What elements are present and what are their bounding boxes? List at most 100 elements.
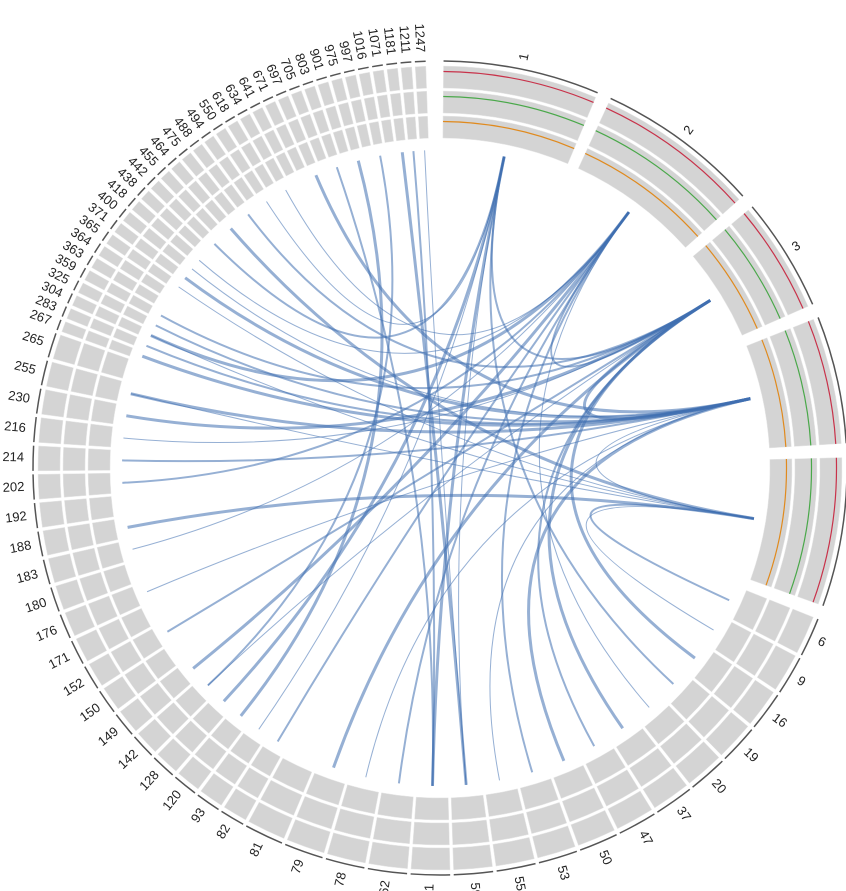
segment-arc — [133, 736, 153, 756]
segment-arc — [822, 479, 846, 607]
track-band — [341, 784, 379, 815]
track-band — [139, 682, 172, 715]
track-band — [134, 284, 159, 304]
segment: 4 — [746, 317, 846, 449]
segment-label: 61 — [421, 884, 436, 891]
track-line — [605, 107, 736, 204]
track-band — [442, 115, 577, 165]
track-band — [578, 148, 703, 248]
track-band — [746, 337, 792, 449]
track-band — [98, 618, 130, 650]
segment-label: 47 — [636, 828, 656, 848]
segment-arc — [110, 219, 118, 230]
track-band — [126, 248, 152, 271]
track-line — [595, 130, 717, 221]
track-band — [103, 676, 137, 710]
segment-arc — [56, 319, 62, 331]
segment-arc — [245, 825, 283, 844]
track-band — [532, 825, 576, 859]
track-band — [106, 234, 131, 257]
track-band — [38, 417, 64, 445]
segment-label: 255 — [13, 357, 38, 377]
track-band — [227, 120, 249, 146]
segment-arc — [146, 176, 156, 186]
track-band — [37, 473, 62, 500]
track-band — [694, 651, 733, 693]
segment-arc — [35, 388, 42, 414]
track-band — [450, 794, 487, 821]
segment: 150 — [77, 648, 177, 725]
track-band — [174, 720, 208, 753]
segment-label: 16 — [770, 710, 791, 731]
segment: 267 — [28, 306, 133, 357]
segment: 180 — [23, 564, 132, 616]
track-band — [317, 81, 335, 107]
track-band — [754, 599, 791, 642]
track-band — [588, 125, 721, 232]
track-band — [140, 273, 166, 294]
track-band — [159, 667, 191, 699]
segment: 1071 — [365, 27, 394, 143]
segment-arc — [47, 333, 57, 358]
track-band — [117, 316, 143, 335]
track-band — [688, 695, 730, 738]
track-band — [735, 633, 774, 677]
track-band — [137, 718, 172, 753]
segment-arc — [178, 148, 188, 157]
link — [222, 156, 506, 703]
track-band — [64, 498, 90, 524]
track-band — [607, 790, 653, 829]
track-band — [218, 156, 241, 181]
segment: 634 — [222, 81, 285, 182]
track-line — [807, 321, 837, 444]
track-band — [77, 282, 103, 303]
track-band — [260, 779, 303, 816]
track-band — [331, 77, 348, 103]
track-band — [442, 90, 587, 142]
track-band — [777, 608, 814, 654]
segment: 37 — [615, 728, 694, 824]
track-band — [705, 711, 749, 756]
segment: 255 — [13, 357, 122, 402]
track-band — [368, 121, 383, 146]
track-band — [750, 458, 793, 588]
segment: 62 — [367, 792, 414, 891]
link — [213, 156, 506, 339]
track-band — [418, 115, 429, 139]
segment: 53 — [519, 778, 578, 882]
segment: 901 — [306, 47, 349, 154]
track-band — [233, 176, 255, 201]
segment-arc — [289, 85, 300, 91]
track-band — [171, 161, 195, 186]
track-band — [122, 305, 148, 325]
segment-arc — [657, 788, 691, 813]
segment-arc — [343, 69, 355, 74]
segment-arc — [443, 60, 598, 94]
track-band — [66, 394, 93, 421]
track-band — [213, 191, 236, 216]
track-band — [55, 579, 85, 610]
track-band — [264, 129, 284, 155]
track-band — [756, 645, 796, 690]
segment-arc — [410, 873, 451, 876]
track-band — [312, 109, 330, 135]
track-band — [410, 846, 451, 871]
track-band — [48, 553, 77, 584]
segment-arc — [59, 614, 71, 639]
track-band — [204, 135, 227, 161]
track-band — [87, 472, 112, 496]
track-band — [286, 146, 305, 172]
track-band — [325, 105, 342, 131]
segment-label: 803 — [292, 51, 313, 76]
track-band — [156, 702, 189, 735]
track-band — [62, 473, 87, 498]
track-band — [561, 787, 604, 823]
segment-arc — [153, 757, 174, 776]
track-band — [596, 769, 639, 807]
track-band — [344, 126, 360, 151]
track-line — [765, 459, 788, 586]
segment-arc — [610, 97, 744, 197]
segment: 188 — [8, 519, 119, 557]
segment-label: 997 — [336, 39, 355, 63]
segment-label: 1247 — [412, 23, 428, 53]
